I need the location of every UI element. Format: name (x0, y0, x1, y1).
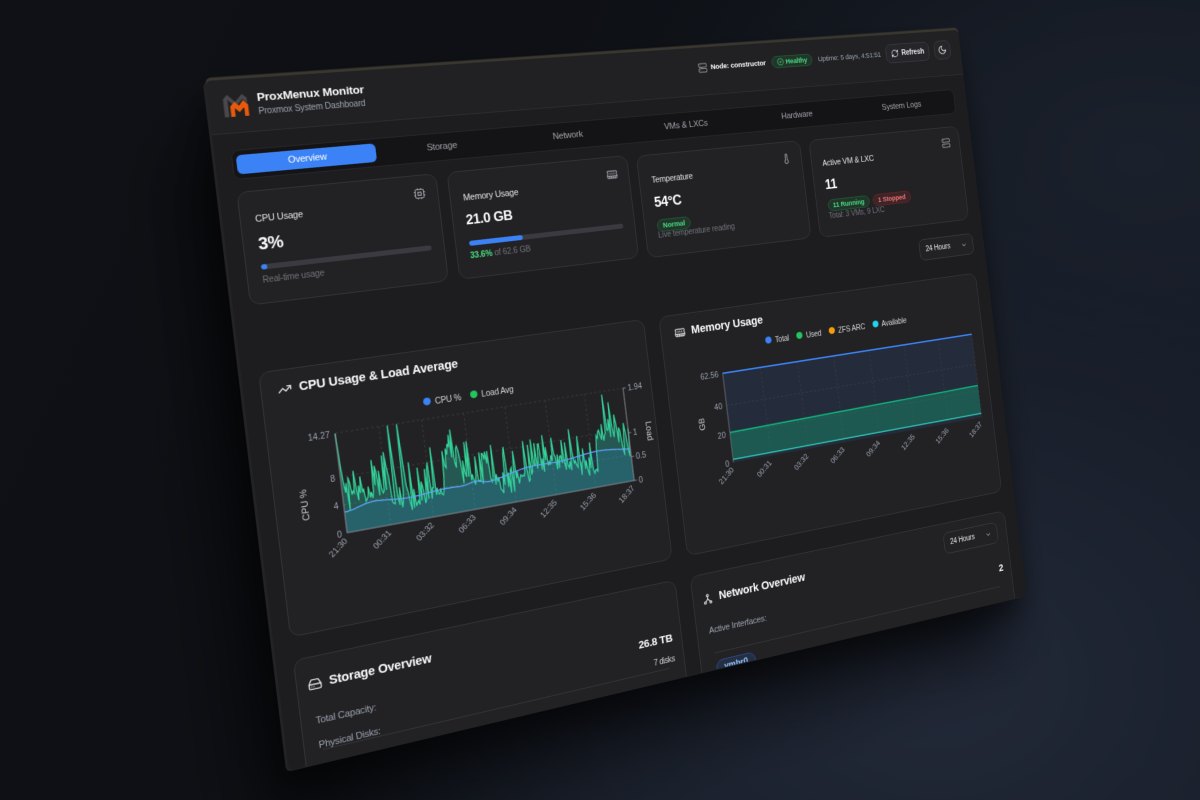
svg-text:CPU %: CPU % (298, 489, 312, 522)
svg-text:21:30: 21:30 (327, 536, 349, 559)
svg-text:21:30: 21:30 (717, 466, 735, 486)
svg-text:12:35: 12:35 (539, 498, 559, 519)
svg-text:1.94: 1.94 (627, 381, 643, 392)
svg-text:14.27: 14.27 (307, 430, 330, 443)
svg-text:00:31: 00:31 (755, 459, 773, 479)
svg-text:40: 40 (714, 402, 723, 412)
svg-text:0: 0 (638, 475, 643, 484)
svg-text:06:33: 06:33 (829, 445, 846, 465)
svg-text:06:33: 06:33 (457, 513, 478, 535)
svg-text:12:35: 12:35 (900, 433, 916, 452)
svg-text:62.56: 62.56 (700, 370, 719, 381)
svg-text:1: 1 (632, 427, 637, 436)
svg-text:15:36: 15:36 (934, 426, 950, 445)
svg-text:0: 0 (336, 529, 342, 539)
svg-text:09:34: 09:34 (865, 439, 882, 458)
svg-text:20: 20 (717, 431, 726, 441)
svg-text:0.5: 0.5 (635, 450, 646, 460)
svg-text:03:32: 03:32 (414, 521, 435, 543)
svg-text:18:37: 18:37 (968, 420, 984, 439)
svg-text:8: 8 (330, 474, 336, 484)
svg-text:00:31: 00:31 (371, 528, 393, 550)
svg-text:GB: GB (698, 417, 708, 431)
svg-text:Load: Load (643, 421, 654, 442)
svg-text:15:36: 15:36 (578, 491, 598, 512)
svg-text:0: 0 (725, 459, 730, 468)
svg-text:4: 4 (333, 501, 339, 511)
svg-text:03:32: 03:32 (793, 452, 810, 472)
svg-text:09:34: 09:34 (498, 505, 518, 527)
svg-text:18:37: 18:37 (617, 484, 636, 505)
